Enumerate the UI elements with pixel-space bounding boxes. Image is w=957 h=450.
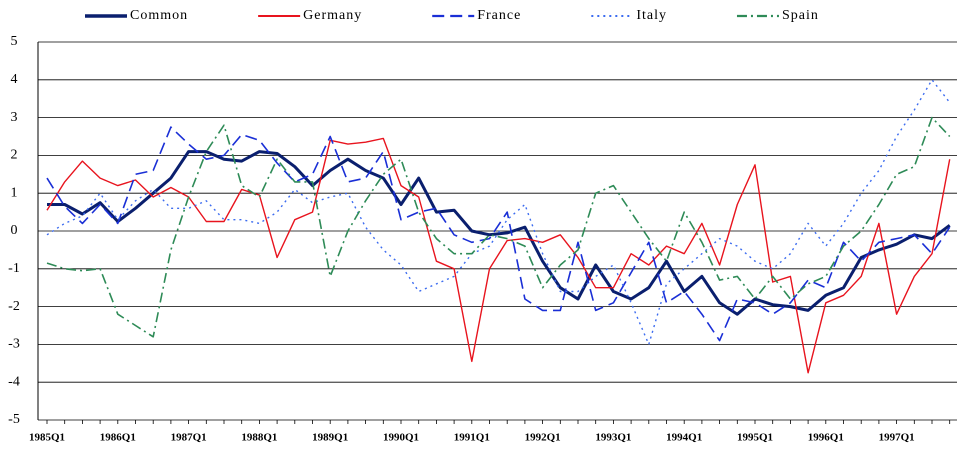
x-tick-label: 1989Q1 (312, 432, 348, 444)
x-tick-label: 1985Q1 (29, 432, 65, 444)
x-tick-label: 1990Q1 (383, 432, 419, 444)
x-tick-label: 1991Q1 (454, 432, 490, 444)
x-tick-label: 1996Q1 (808, 432, 844, 444)
y-tick-label: 2 (11, 148, 18, 163)
y-tick-label: 5 (11, 34, 18, 49)
x-tick-label: 1988Q1 (241, 432, 277, 444)
legend-label: Spain (782, 8, 819, 23)
series-line (47, 150, 951, 316)
y-tick-label: -5 (8, 412, 20, 427)
series-line (46, 116, 951, 338)
x-tick-label: 1986Q1 (100, 432, 136, 444)
y-tick-label: -2 (8, 299, 20, 314)
y-tick-label: 0 (11, 223, 18, 238)
y-tick-label: -3 (8, 337, 20, 352)
series-line (46, 126, 951, 342)
y-tick-label: -4 (8, 374, 20, 389)
x-tick-label: 1995Q1 (737, 432, 773, 444)
y-tick-label: -1 (8, 261, 20, 276)
series-line (46, 137, 951, 374)
x-tick-label: 1992Q1 (525, 432, 561, 444)
x-tick-label: 1993Q1 (595, 432, 631, 444)
x-tick-label: 1987Q1 (171, 432, 207, 444)
series-line (46, 79, 951, 346)
y-tick-label: 1 (11, 185, 18, 200)
x-tick-label: 1994Q1 (666, 432, 702, 444)
legend-label: Germany (303, 8, 362, 23)
legend-label: Common (130, 8, 188, 23)
y-tick-label: 3 (11, 110, 18, 125)
x-tick-label: 1997Q1 (879, 432, 915, 444)
legend-label: France (477, 8, 521, 23)
legend-label: Italy (636, 8, 667, 23)
y-tick-label: 4 (11, 72, 18, 87)
